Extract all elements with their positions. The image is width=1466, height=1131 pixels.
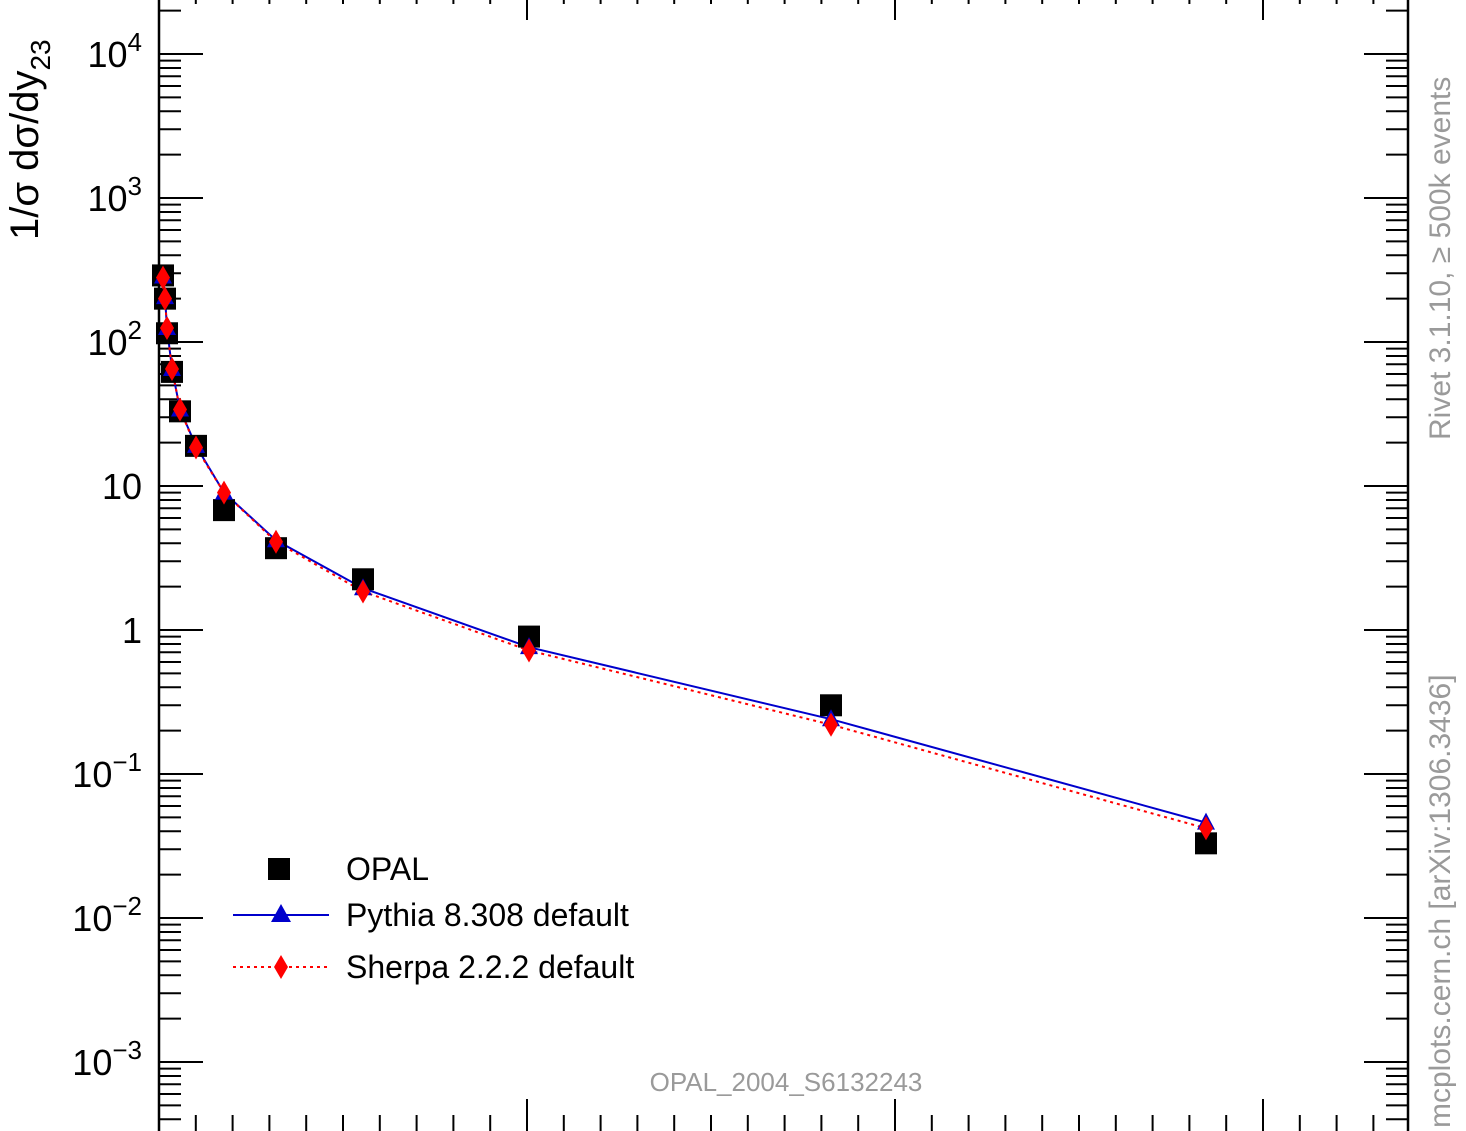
y-tick-label: 10−3 — [72, 1035, 142, 1083]
sherpa-data-point — [165, 356, 179, 381]
legend: OPAL Pythia 8.308 default Sherpa 2.2.2 d… — [233, 851, 634, 985]
sherpa-data-point — [269, 529, 283, 554]
legend-label-opal: OPAL — [346, 851, 429, 887]
y-tick-label-exponent: 3 — [128, 171, 142, 201]
y-tick-label-base: 10 — [72, 1042, 112, 1083]
y-tick-label: 10 — [102, 466, 142, 507]
y-tick-label-exponent: −2 — [112, 891, 142, 921]
opal-data-point — [820, 694, 842, 717]
legend-label-pythia: Pythia 8.308 default — [346, 897, 629, 933]
y-tick-label: 102 — [87, 315, 142, 363]
analysis-id-watermark: OPAL_2004_S6132243 — [650, 1067, 923, 1097]
sherpa-data-point — [356, 579, 370, 604]
opal-data-point — [213, 499, 235, 522]
sherpa-data-point — [160, 316, 174, 341]
opal-data-point — [518, 625, 540, 648]
opal-data-point — [1195, 832, 1217, 855]
mcplots-reference-text: mcplots.cern.ch [arXiv:1306.3436] — [1424, 674, 1457, 1128]
y-axis-label-main: 1/σ dσ/dy — [3, 71, 47, 240]
x-axis-ticks — [158, 0, 1375, 1131]
y-tick-label: 1 — [122, 610, 142, 651]
y-tick-label-base: 10 — [87, 322, 127, 363]
y-tick-label-base: 10 — [72, 898, 112, 939]
series-markers — [152, 264, 1217, 855]
y-tick-label: 10−1 — [72, 747, 142, 795]
y-tick-label-base: 10 — [87, 34, 127, 75]
y-tick-label-exponent: −1 — [112, 747, 142, 777]
y-tick-label-base: 10 — [102, 466, 142, 507]
y-tick-label-exponent: 2 — [128, 315, 142, 345]
y-tick-label: 103 — [87, 171, 142, 219]
sherpa-data-point — [189, 435, 203, 460]
legend-marker-sherpa — [274, 955, 288, 979]
sherpa-data-point — [217, 480, 231, 505]
series-line-1 — [162, 276, 1207, 824]
y-tick-label-exponent: −3 — [112, 1035, 142, 1065]
series-line-2 — [162, 277, 1207, 830]
sherpa-data-point — [158, 286, 172, 311]
plot-frame — [157, 0, 1410, 1131]
y-tick-label-exponent: 4 — [128, 27, 142, 57]
sherpa-data-point — [1199, 816, 1213, 841]
sherpa-data-point — [824, 712, 838, 737]
legend-marker-opal — [268, 858, 290, 880]
y-tick-label: 10−2 — [72, 891, 142, 939]
y-axis-label: 1/σ dσ/dy23 — [3, 39, 56, 240]
series-lines — [162, 276, 1207, 830]
y-tick-label: 104 — [87, 27, 142, 75]
y-tick-label-base: 10 — [72, 754, 112, 795]
y-tick-label-base: 10 — [87, 178, 127, 219]
legend-label-sherpa: Sherpa 2.2.2 default — [346, 949, 634, 985]
sherpa-data-point — [156, 265, 170, 290]
sherpa-data-point — [522, 638, 536, 663]
legend-marker-pythia — [271, 904, 291, 922]
y-tick-label-base: 1 — [122, 610, 142, 651]
y-axis-ticks — [159, 9, 1408, 1121]
y-axis-label-subscript: 23 — [25, 39, 56, 70]
sherpa-data-point — [173, 397, 187, 422]
rivet-version-text: Rivet 3.1.10, ≥ 500k events — [1424, 77, 1457, 440]
